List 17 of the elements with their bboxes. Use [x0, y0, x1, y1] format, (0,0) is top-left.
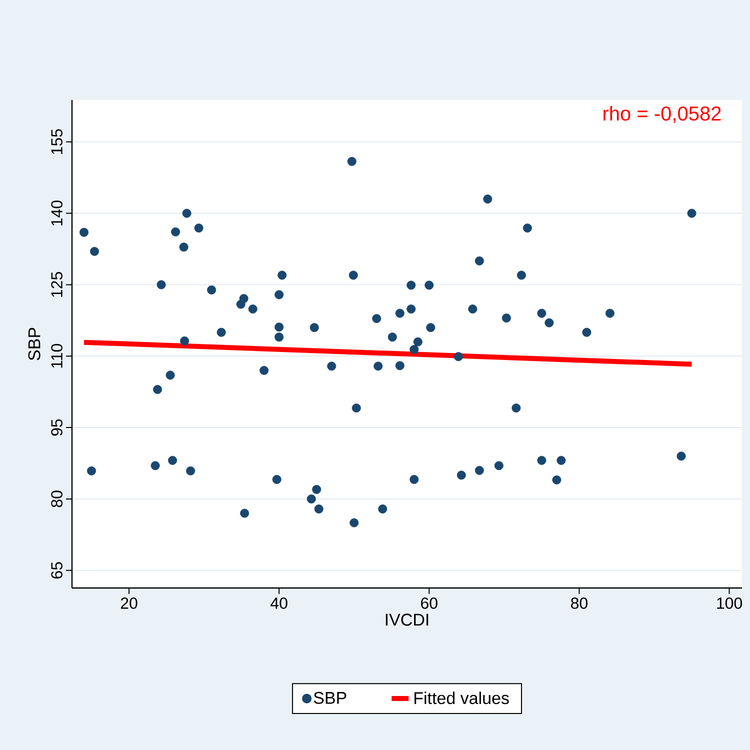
y-tick-label: 140: [51, 200, 62, 226]
y-axis-title: SBP: [28, 328, 40, 360]
y-tick-label: 155: [51, 129, 62, 154]
x-axis-title: IVCDI: [386, 614, 428, 626]
y-tick-label: 110: [51, 344, 62, 368]
y-tick-label: 95: [51, 419, 62, 436]
x-tick-label: 40: [270, 598, 288, 609]
y-tick-label: 65: [51, 562, 62, 578]
y-tick-label: 80: [51, 490, 62, 508]
x-tick-label: 100: [717, 598, 742, 609]
y-tick-label: 125: [51, 272, 62, 297]
legend-label: Fitted values: [414, 692, 509, 704]
x-tick-label: 80: [571, 598, 588, 609]
x-tick-label: 20: [120, 598, 138, 609]
annotation: rho = -0,0582: [604, 106, 721, 124]
legend-label: SBP: [314, 692, 346, 704]
x-tick-label: 60: [421, 598, 438, 609]
